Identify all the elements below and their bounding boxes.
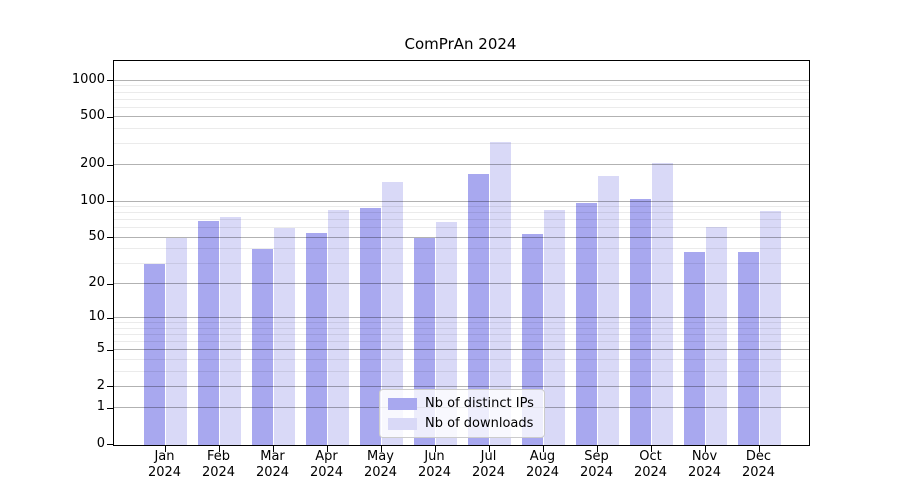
y-tick-mark bbox=[107, 116, 113, 118]
y-tick-mark bbox=[107, 201, 113, 203]
bar-distinct-ips-mar bbox=[251, 249, 274, 445]
y-tick-mark bbox=[107, 237, 113, 239]
x-tick-label-oct: Oct 2024 bbox=[633, 449, 668, 480]
y-tick-mark bbox=[107, 386, 113, 388]
bar-downloads-oct bbox=[651, 162, 674, 445]
bar-distinct-ips-oct bbox=[629, 199, 652, 445]
bar-distinct-ips-apr bbox=[305, 232, 328, 445]
y-tick-label: 1000 bbox=[71, 71, 105, 87]
x-tick-label-sep: Sep 2024 bbox=[579, 449, 614, 480]
y-tick-label: 500 bbox=[80, 108, 105, 124]
legend-label-downloads: Nb of downloads bbox=[425, 416, 534, 431]
x-tick-label-nov: Nov 2024 bbox=[687, 449, 722, 480]
x-tick-label-mar: Mar 2024 bbox=[255, 449, 290, 480]
y-tick-label: 5 bbox=[96, 341, 105, 357]
x-tick-mark bbox=[597, 445, 598, 452]
y-tick-label: 0 bbox=[96, 435, 105, 451]
bar-downloads-mar bbox=[273, 228, 296, 445]
bar-distinct-ips-jan bbox=[143, 263, 166, 445]
chart-title: ComPrAn 2024 bbox=[404, 35, 517, 53]
x-tick-mark bbox=[435, 445, 436, 452]
y-tick-label: 100 bbox=[80, 192, 105, 208]
y-tick-mark bbox=[107, 317, 113, 319]
x-tick-mark bbox=[759, 445, 760, 452]
x-tick-label-jun: Jun 2024 bbox=[417, 449, 452, 480]
y-tick-mark bbox=[107, 80, 113, 82]
y-tick-mark bbox=[107, 349, 113, 351]
y-axis-labels: 0 1 2 5 10 20 50 100 200 500 1000 bbox=[0, 60, 105, 451]
y-tick-mark bbox=[107, 164, 113, 166]
x-tick-mark bbox=[543, 445, 544, 452]
bar-downloads-jul bbox=[489, 142, 512, 445]
ticks-layer bbox=[107, 61, 809, 452]
x-tick-label-feb: Feb 2024 bbox=[201, 449, 236, 480]
bar-distinct-ips-jul bbox=[467, 173, 490, 445]
legend-swatch-distinct-ips bbox=[388, 397, 417, 410]
bar-downloads-dec bbox=[759, 211, 782, 445]
bar-downloads-may bbox=[381, 182, 404, 445]
x-tick-mark bbox=[219, 445, 220, 452]
bar-distinct-ips-feb bbox=[197, 220, 220, 445]
y-tick-mark bbox=[107, 444, 113, 445]
y-tick-label: 20 bbox=[88, 275, 105, 291]
bar-downloads-jan bbox=[165, 237, 188, 445]
y-tick-label: 200 bbox=[80, 156, 105, 172]
x-tick-label-apr: Apr 2024 bbox=[309, 449, 344, 480]
x-axis-labels: Jan 2024 Feb 2024 Mar 2024 Apr 2024 May 2024… bbox=[113, 449, 808, 489]
y-tick-label: 50 bbox=[88, 228, 105, 244]
x-tick-mark bbox=[327, 445, 328, 452]
bar-distinct-ips-nov bbox=[683, 251, 706, 445]
legend: Nb of distinct IPs Nb of downloads bbox=[379, 389, 545, 438]
x-tick-label-may: May 2024 bbox=[363, 449, 398, 480]
bar-distinct-ips-may bbox=[359, 208, 382, 445]
legend-item-distinct-ips: Nb of distinct IPs bbox=[388, 396, 534, 411]
bar-downloads-jun bbox=[435, 222, 458, 445]
x-tick-label-jul: Jul 2024 bbox=[471, 449, 506, 480]
x-tick-mark bbox=[705, 445, 706, 452]
x-tick-mark bbox=[273, 445, 274, 452]
bar-downloads-apr bbox=[327, 209, 350, 445]
bar-downloads-sep bbox=[597, 175, 620, 445]
x-tick-mark bbox=[381, 445, 382, 452]
x-tick-label-aug: Aug 2024 bbox=[525, 449, 560, 480]
x-tick-mark bbox=[651, 445, 652, 452]
legend-swatch-downloads bbox=[388, 417, 417, 430]
legend-item-downloads: Nb of downloads bbox=[388, 416, 534, 431]
x-tick-mark bbox=[165, 445, 166, 452]
y-tick-label: 2 bbox=[96, 377, 105, 393]
y-tick-mark bbox=[107, 407, 113, 409]
x-tick-mark bbox=[489, 445, 490, 452]
y-tick-label: 10 bbox=[88, 309, 105, 325]
bar-downloads-aug bbox=[543, 210, 566, 445]
bar-downloads-feb bbox=[219, 216, 242, 445]
x-tick-label-jan: Jan 2024 bbox=[147, 449, 182, 480]
bar-downloads-nov bbox=[705, 226, 728, 445]
y-tick-mark bbox=[107, 283, 113, 285]
bar-distinct-ips-sep bbox=[575, 202, 598, 445]
bar-distinct-ips-dec bbox=[737, 251, 760, 445]
x-tick-label-dec: Dec 2024 bbox=[741, 449, 776, 480]
y-tick-label: 1 bbox=[96, 399, 105, 414]
legend-label-distinct-ips: Nb of distinct IPs bbox=[425, 396, 534, 411]
plot-area: Nb of distinct IPs Nb of downloads bbox=[107, 60, 810, 452]
